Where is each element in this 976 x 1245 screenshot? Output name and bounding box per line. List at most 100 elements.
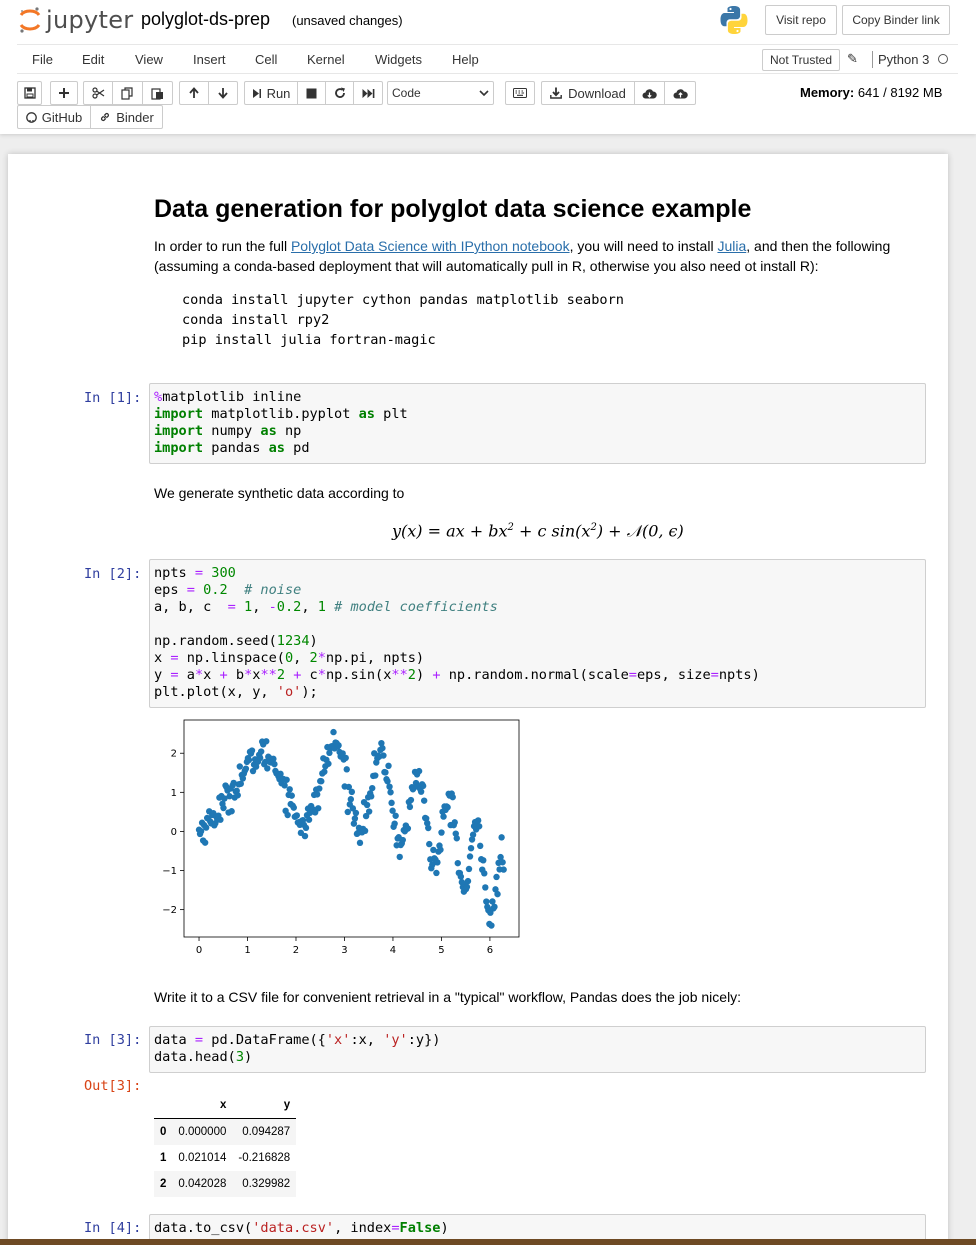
notebook-title[interactable]: polyglot-ds-prep	[141, 9, 271, 29]
code-cell-1[interactable]: %matplotlib inline import matplotlib.pyp…	[149, 383, 926, 464]
input-prompt: In [3]:	[84, 1032, 142, 1048]
menu-widgets[interactable]: Widgets	[375, 52, 422, 67]
menu-cell[interactable]: Cell	[255, 52, 278, 67]
restart-kernel-button[interactable]	[325, 81, 354, 105]
polyglot-notebook-link[interactable]: Polyglot Data Science with IPython noteb…	[290, 238, 570, 254]
data-point	[419, 782, 427, 790]
data-point	[245, 756, 253, 764]
data-point	[475, 823, 483, 830]
data-point	[483, 898, 490, 905]
column-header: y	[232, 1092, 297, 1119]
x-tick-label: 2	[293, 945, 299, 956]
data-point	[326, 749, 333, 757]
data-point	[368, 793, 375, 800]
data-point	[256, 754, 264, 762]
data-point	[343, 766, 350, 773]
kernel-name: Python 3	[878, 52, 930, 67]
data-point	[237, 780, 244, 787]
data-point	[425, 824, 432, 832]
data-point	[457, 873, 465, 880]
data-point	[290, 804, 297, 811]
data-point	[372, 772, 379, 779]
visit-repo-button[interactable]: Visit repo	[765, 5, 837, 35]
binder-button[interactable]: Binder	[90, 105, 163, 129]
menu-view[interactable]: View	[135, 52, 163, 67]
data-point	[369, 784, 376, 792]
install-commands: conda install jupyter cython pandas matp…	[182, 290, 624, 350]
cell-type-select[interactable]: Code	[387, 81, 494, 105]
intro-text-1: In order to run the full	[154, 238, 291, 254]
data-point	[384, 778, 391, 785]
generate-text: We generate synthetic data according to	[154, 485, 405, 501]
keyboard-icon	[513, 88, 527, 98]
copy-binder-link-button[interactable]: Copy Binder link	[842, 5, 950, 35]
table-cell: 0.094287	[242, 1126, 291, 1138]
data-point	[316, 785, 323, 792]
menu-file[interactable]: File	[32, 52, 53, 67]
data-point	[424, 819, 431, 827]
data-point	[262, 758, 269, 766]
x-tick-label: 6	[487, 945, 493, 956]
code-cell-2[interactable]: npts = 300 eps = 0.2 # noise a, b, c = 1…	[149, 559, 926, 708]
restart-run-all-button[interactable]	[353, 81, 383, 105]
data-point	[417, 788, 425, 795]
menu-insert[interactable]: Insert	[193, 52, 226, 67]
data-point	[489, 898, 496, 905]
edit-pencil-icon[interactable]: ✎	[847, 51, 858, 66]
install-line: conda install rpy2	[182, 312, 330, 328]
move-down-button[interactable]	[208, 81, 238, 105]
data-point	[433, 869, 440, 877]
menu-edit[interactable]: Edit	[82, 52, 105, 67]
y-tick-label: 0	[171, 827, 177, 838]
save-button[interactable]	[17, 81, 42, 105]
data-point	[344, 808, 351, 816]
run-button[interactable]: Run	[244, 81, 298, 105]
data-point	[220, 804, 227, 812]
input-prompt: In [4]:	[84, 1220, 142, 1236]
cut-button[interactable]	[83, 81, 113, 105]
data-point	[380, 752, 387, 759]
cloud-upload-button[interactable]	[664, 81, 696, 105]
data-point	[444, 804, 451, 811]
paste-button[interactable]	[142, 81, 173, 105]
data-point	[349, 805, 357, 812]
data-point	[498, 834, 505, 841]
menu-kernel[interactable]: Kernel	[307, 52, 345, 67]
data-point	[201, 839, 209, 846]
data-point	[228, 808, 235, 815]
table-header-row: x y	[154, 1092, 297, 1119]
jupyter-logo[interactable]: jupyter	[18, 4, 133, 36]
table-cell: 0.021014	[178, 1152, 227, 1164]
not-trusted-button[interactable]: Not Trusted	[762, 49, 841, 71]
x-tick-label: 0	[196, 945, 202, 956]
csv-text: Write it to a CSV file for convenient re…	[154, 989, 742, 1005]
insert-cell-button[interactable]	[50, 81, 78, 105]
stop-icon	[306, 88, 317, 98]
command-palette-button[interactable]	[505, 81, 535, 105]
copy-button[interactable]	[112, 81, 143, 105]
code-cell-3[interactable]: data = pd.DataFrame({'x':x, 'y':y}) data…	[149, 1026, 926, 1073]
download-button[interactable]: Download	[541, 81, 635, 105]
data-point	[379, 744, 386, 752]
menu-help[interactable]: Help	[452, 52, 479, 67]
memory-value: 641 / 8192 MB	[857, 85, 943, 100]
github-button[interactable]: GitHub	[17, 105, 91, 129]
data-point	[362, 812, 370, 820]
data-point	[467, 844, 475, 852]
run-label: Run	[266, 85, 291, 101]
dataframe-table: x y 0 0.000000 0.094287 1 0.021014 -0.21…	[154, 1092, 297, 1197]
interrupt-kernel-button[interactable]	[297, 81, 326, 105]
row-index: 0	[160, 1126, 167, 1138]
data-point	[347, 796, 355, 803]
julia-link[interactable]: Julia	[717, 238, 747, 254]
restart-icon	[334, 87, 345, 98]
input-prompt: In [1]:	[84, 390, 142, 406]
save-status: (unsaved changes)	[292, 13, 403, 28]
save-icon	[23, 87, 36, 99]
move-up-button[interactable]	[179, 81, 209, 105]
data-point	[474, 817, 482, 824]
table-row: 1 0.021014 -0.216828	[154, 1145, 296, 1171]
data-point	[197, 828, 205, 835]
data-point	[499, 859, 506, 866]
cloud-download-button[interactable]	[634, 81, 665, 105]
